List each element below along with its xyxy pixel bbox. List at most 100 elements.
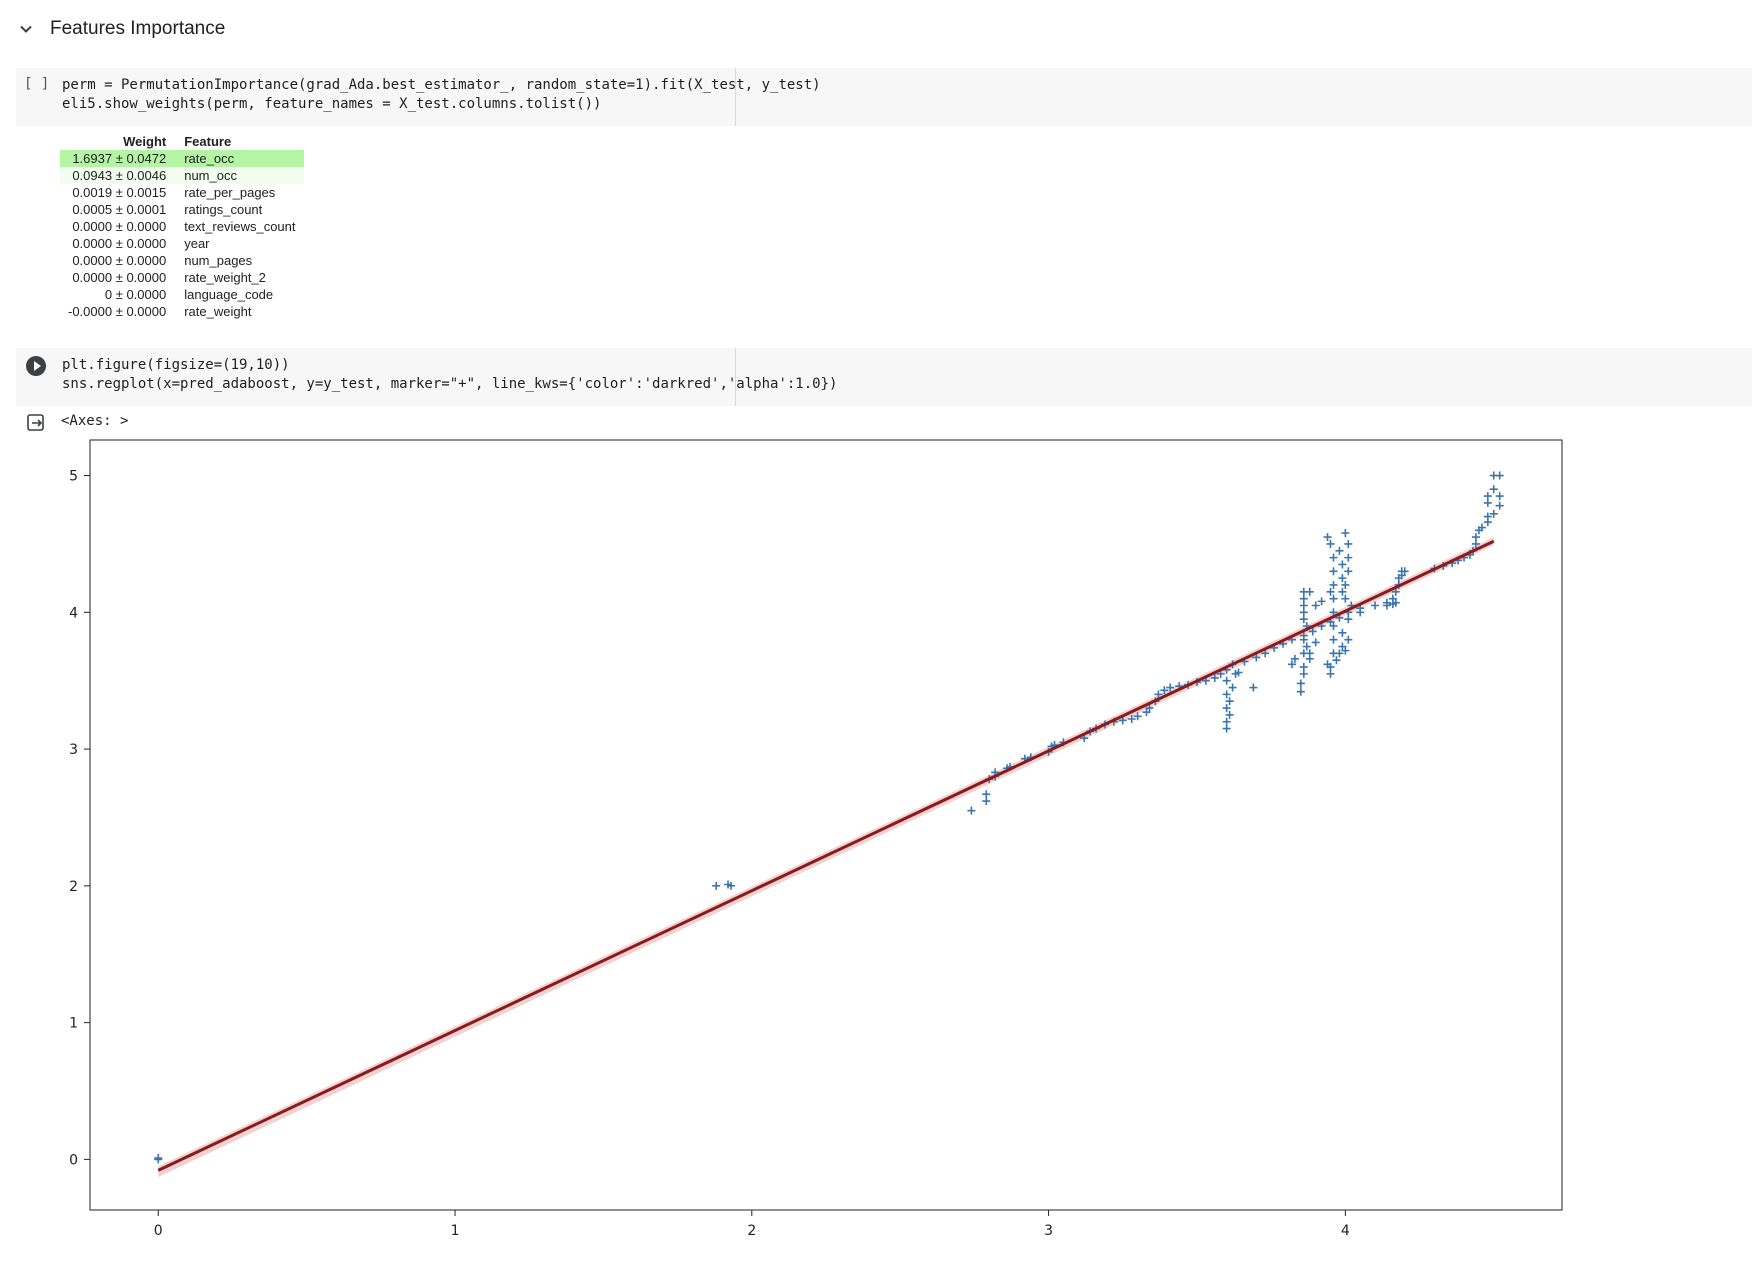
feature-cell: rate_per_pages (184, 185, 276, 200)
scatter-point (1308, 627, 1317, 636)
table-row: 0.0000 ± 0.0000 rate_weight_2 (60, 269, 304, 286)
scatter-point (1299, 608, 1308, 617)
scatter-point (982, 790, 991, 799)
scatter-point (1228, 683, 1237, 692)
x-tick-label: 2 (747, 1223, 756, 1239)
feature-cell: language_code (184, 287, 274, 302)
y-tick-label: 3 (69, 742, 78, 758)
scatter-point (1344, 615, 1353, 624)
run-cell-button[interactable] (26, 356, 46, 376)
scatter-point (1382, 601, 1391, 610)
ruler-line (735, 68, 736, 126)
scatter-point (1290, 654, 1299, 663)
scatter-point (1344, 567, 1353, 576)
regression-plot: 0 1 2 3 4 0 1 2 3 4 5 (69, 439, 1563, 1239)
code-line-2: sns.regplot(x=pred_adaboost, y=y_test, m… (62, 376, 838, 392)
scatter-point (1127, 715, 1136, 724)
scatter-point (967, 806, 976, 815)
scatter-point (1483, 512, 1492, 521)
plot-area (89, 439, 1563, 1211)
scatter-point (1332, 656, 1341, 665)
code-editor[interactable]: plt.figure(figsize=(19,10)) sns.regplot(… (62, 356, 837, 394)
table-row: 0.0943 ± 0.0046 num_occ (60, 167, 304, 184)
section-title: Features Importance (50, 18, 226, 39)
weight-cell: 1.6937 ± 0.0472 (72, 151, 167, 166)
scatter-point (1311, 601, 1320, 610)
feature-cell: ratings_count (184, 202, 263, 217)
scatter-point (1326, 587, 1335, 596)
scatter-point (1495, 471, 1504, 480)
scatter-point (1495, 492, 1504, 501)
scatter-point (1483, 498, 1492, 507)
weight-header: Weight (123, 134, 167, 149)
weight-cell: 0 ± 0.0000 (104, 287, 167, 302)
scatter-point (1341, 529, 1350, 538)
regression-line (157, 539, 1495, 1172)
feature-cell: num_pages (184, 253, 253, 268)
scatter-point (1356, 608, 1365, 617)
feature-header: Feature (184, 134, 232, 149)
code-cell-1[interactable]: [ ] perm = PermutationImportance(grad_Ad… (16, 68, 1752, 126)
scatter-point (1338, 587, 1347, 596)
chevron-down-icon[interactable] (16, 19, 36, 39)
weight-cell: 0.0943 ± 0.0046 (72, 168, 167, 183)
scatter-point (1299, 615, 1308, 624)
scatter-point (1118, 716, 1127, 725)
scatter-point (712, 881, 721, 890)
y-tick-label: 1 (69, 1016, 78, 1032)
x-tick-label: 0 (154, 1223, 163, 1239)
section-header: Features Importance (16, 14, 225, 44)
scatter-point (1489, 509, 1498, 518)
scatter-point (1305, 654, 1314, 663)
table-row: 0.0005 ± 0.0001 ratings_count (60, 201, 304, 218)
feature-cell: num_occ (184, 168, 237, 183)
code-line-1: perm = PermutationImportance(grad_Ada.be… (62, 77, 821, 93)
scatter-point (1344, 635, 1353, 644)
scatter-point (1335, 649, 1344, 658)
scatter-point (1338, 560, 1347, 569)
scatter-point (1296, 687, 1305, 696)
weight-cell: 0.0000 ± 0.0000 (72, 219, 167, 234)
scatter-point (1249, 683, 1258, 692)
scatter-point (1287, 660, 1296, 669)
weight-cell: 0.0019 ± 0.0015 (72, 185, 167, 200)
table-row: 0 ± 0.0000 language_code (60, 286, 304, 303)
scatter-point (154, 1154, 163, 1163)
x-tick-label: 1 (451, 1223, 460, 1239)
execution-count: [ ] (24, 76, 50, 92)
scatter-point (1222, 704, 1231, 713)
scatter-point (1166, 683, 1175, 692)
scatter-point (1225, 710, 1234, 719)
scatter-point (1326, 669, 1335, 678)
y-tick-label: 2 (69, 879, 78, 895)
scatter-point (1323, 660, 1332, 669)
scatter-point (1299, 601, 1308, 610)
scatter-point (1329, 567, 1338, 576)
scatter-point (1341, 646, 1350, 655)
output-toggle-icon[interactable] (26, 413, 46, 433)
feature-cell: text_reviews_count (184, 219, 296, 234)
scatter-point (1471, 533, 1480, 542)
code-line-2: eli5.show_weights(perm, feature_names = … (62, 96, 602, 112)
scatter-point (1397, 571, 1406, 580)
weight-cell: -0.0000 ± 0.0000 (68, 304, 167, 319)
scatter-point (1391, 598, 1400, 607)
y-tick-label: 4 (69, 605, 78, 621)
code-cell-2[interactable]: plt.figure(figsize=(19,10)) sns.regplot(… (16, 348, 1752, 406)
code-editor[interactable]: perm = PermutationImportance(grad_Ada.be… (62, 76, 821, 114)
x-tick-label: 3 (1044, 1223, 1053, 1239)
scatter-point (1326, 539, 1335, 548)
scatter-point (1305, 587, 1314, 596)
scatter-point (1344, 553, 1353, 562)
feature-cell: rate_weight_2 (184, 270, 266, 285)
weights-table: Weight Feature 1.6937 ± 0.0472 rate_occ 0.… (60, 133, 304, 320)
axes-repr-text: <Axes: > (61, 413, 129, 429)
weight-cell: 0.0000 ± 0.0000 (72, 236, 167, 251)
scatter-point (1483, 492, 1492, 501)
table-row: -0.0000 ± 0.0000 rate_weight (60, 303, 304, 320)
scatter-point (1329, 622, 1338, 631)
scatter-point (1142, 708, 1151, 717)
scatter-point (982, 797, 991, 806)
axes-ticks: 0 1 2 3 4 0 1 2 3 4 5 (69, 469, 1350, 1239)
scatter-point (1341, 594, 1350, 603)
